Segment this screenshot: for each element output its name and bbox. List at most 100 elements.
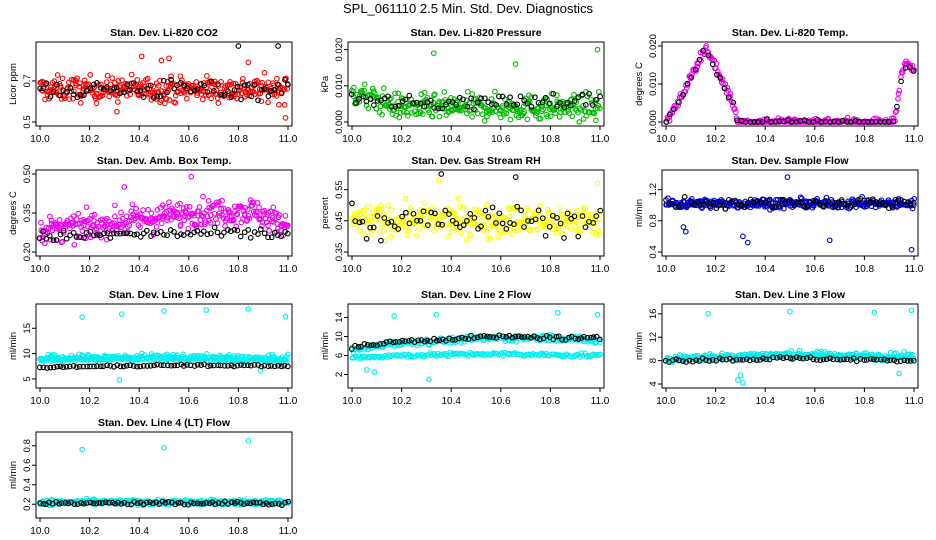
data-point [168, 76, 174, 83]
data-point [194, 227, 201, 234]
data-point [259, 219, 266, 225]
x-tick-label: 10.4 [129, 526, 149, 537]
data-point [895, 90, 902, 97]
data-point [211, 210, 218, 217]
data-point [194, 86, 201, 92]
series-main [37, 53, 291, 121]
data-point [64, 88, 70, 95]
data-point [441, 89, 448, 95]
data-point [436, 113, 443, 120]
data-point [433, 311, 440, 318]
data-point [268, 88, 274, 94]
x-tick-label: 10.2 [80, 264, 100, 275]
data-point [703, 43, 710, 49]
data-point [161, 308, 167, 314]
data-point [455, 195, 462, 202]
data-point [681, 194, 688, 200]
data-point [482, 95, 488, 102]
data-point [421, 103, 428, 110]
data-point [506, 213, 513, 220]
data-point [225, 88, 231, 95]
data-point [554, 92, 560, 99]
data-point [428, 216, 434, 222]
data-point [177, 200, 183, 207]
data-point [90, 232, 97, 239]
x-tick-label: 10.6 [491, 134, 511, 145]
chart-panel: Stan. Dev. Gas Stream RH 10.0 10.2 10.4 10.6… [320, 155, 610, 275]
data-point [514, 101, 521, 108]
data-point [67, 85, 74, 91]
data-point [221, 229, 227, 236]
data-point [569, 113, 576, 120]
plot-frame [661, 303, 919, 389]
data-point [140, 86, 147, 93]
data-point [575, 94, 582, 100]
x-tick-label: 10.8 [229, 396, 249, 407]
data-point [380, 85, 387, 92]
data-point [134, 77, 141, 83]
data-point [245, 438, 252, 444]
data-point [164, 89, 170, 96]
data-point [698, 57, 704, 64]
data-point [265, 234, 271, 241]
data-point [391, 313, 398, 319]
x-tick-label: 10.6 [179, 526, 199, 537]
data-point [166, 199, 172, 206]
series-secondary [348, 90, 603, 112]
data-point [203, 307, 210, 313]
data-point [218, 205, 225, 212]
data-point [114, 108, 120, 115]
data-point [104, 72, 111, 79]
data-point [112, 213, 118, 220]
data-point [250, 208, 257, 215]
series-main [663, 174, 918, 253]
y-tick-label: 0.010 [334, 74, 345, 98]
data-point [193, 222, 200, 228]
data-point [730, 99, 737, 106]
chart-panel: Stan. Dev. Line 3 Flow 10.0 10.2 10.4 10.6 10… [634, 289, 924, 407]
data-point [145, 82, 152, 89]
data-point [524, 116, 531, 123]
data-point [74, 75, 80, 82]
data-point [70, 213, 77, 219]
x-tick-label: 10.2 [392, 134, 412, 145]
data-point [740, 379, 746, 386]
data-point [594, 46, 601, 53]
series-band [349, 349, 604, 362]
data-point [140, 94, 147, 100]
data-point [881, 119, 888, 125]
data-point [121, 184, 128, 190]
x-tick-label: 10.2 [80, 134, 100, 145]
data-point [542, 94, 549, 101]
y-tick-label: 15 [22, 323, 33, 334]
data-point [591, 110, 598, 117]
data-point [847, 119, 854, 125]
data-point [75, 210, 82, 217]
data-point [208, 95, 214, 102]
data-point [205, 198, 212, 204]
data-point [532, 94, 538, 101]
data-point [104, 230, 111, 236]
data-point [481, 118, 488, 124]
data-point [198, 81, 204, 87]
data-point [497, 114, 504, 121]
data-point [191, 212, 197, 219]
data-point [586, 90, 592, 97]
data-point [503, 101, 510, 107]
data-point [174, 82, 180, 89]
data-point [571, 91, 577, 98]
data-point [784, 174, 791, 180]
y-tick-label: 8 [648, 358, 659, 363]
data-point [207, 220, 214, 226]
data-point [46, 232, 53, 239]
data-point [183, 95, 190, 102]
data-point [365, 212, 372, 219]
data-point [787, 308, 793, 315]
data-point [208, 230, 214, 237]
data-point [595, 88, 602, 95]
data-point [420, 111, 426, 117]
data-point [281, 102, 288, 108]
x-tick-label: 11.0 [905, 396, 924, 407]
data-point [385, 93, 391, 100]
